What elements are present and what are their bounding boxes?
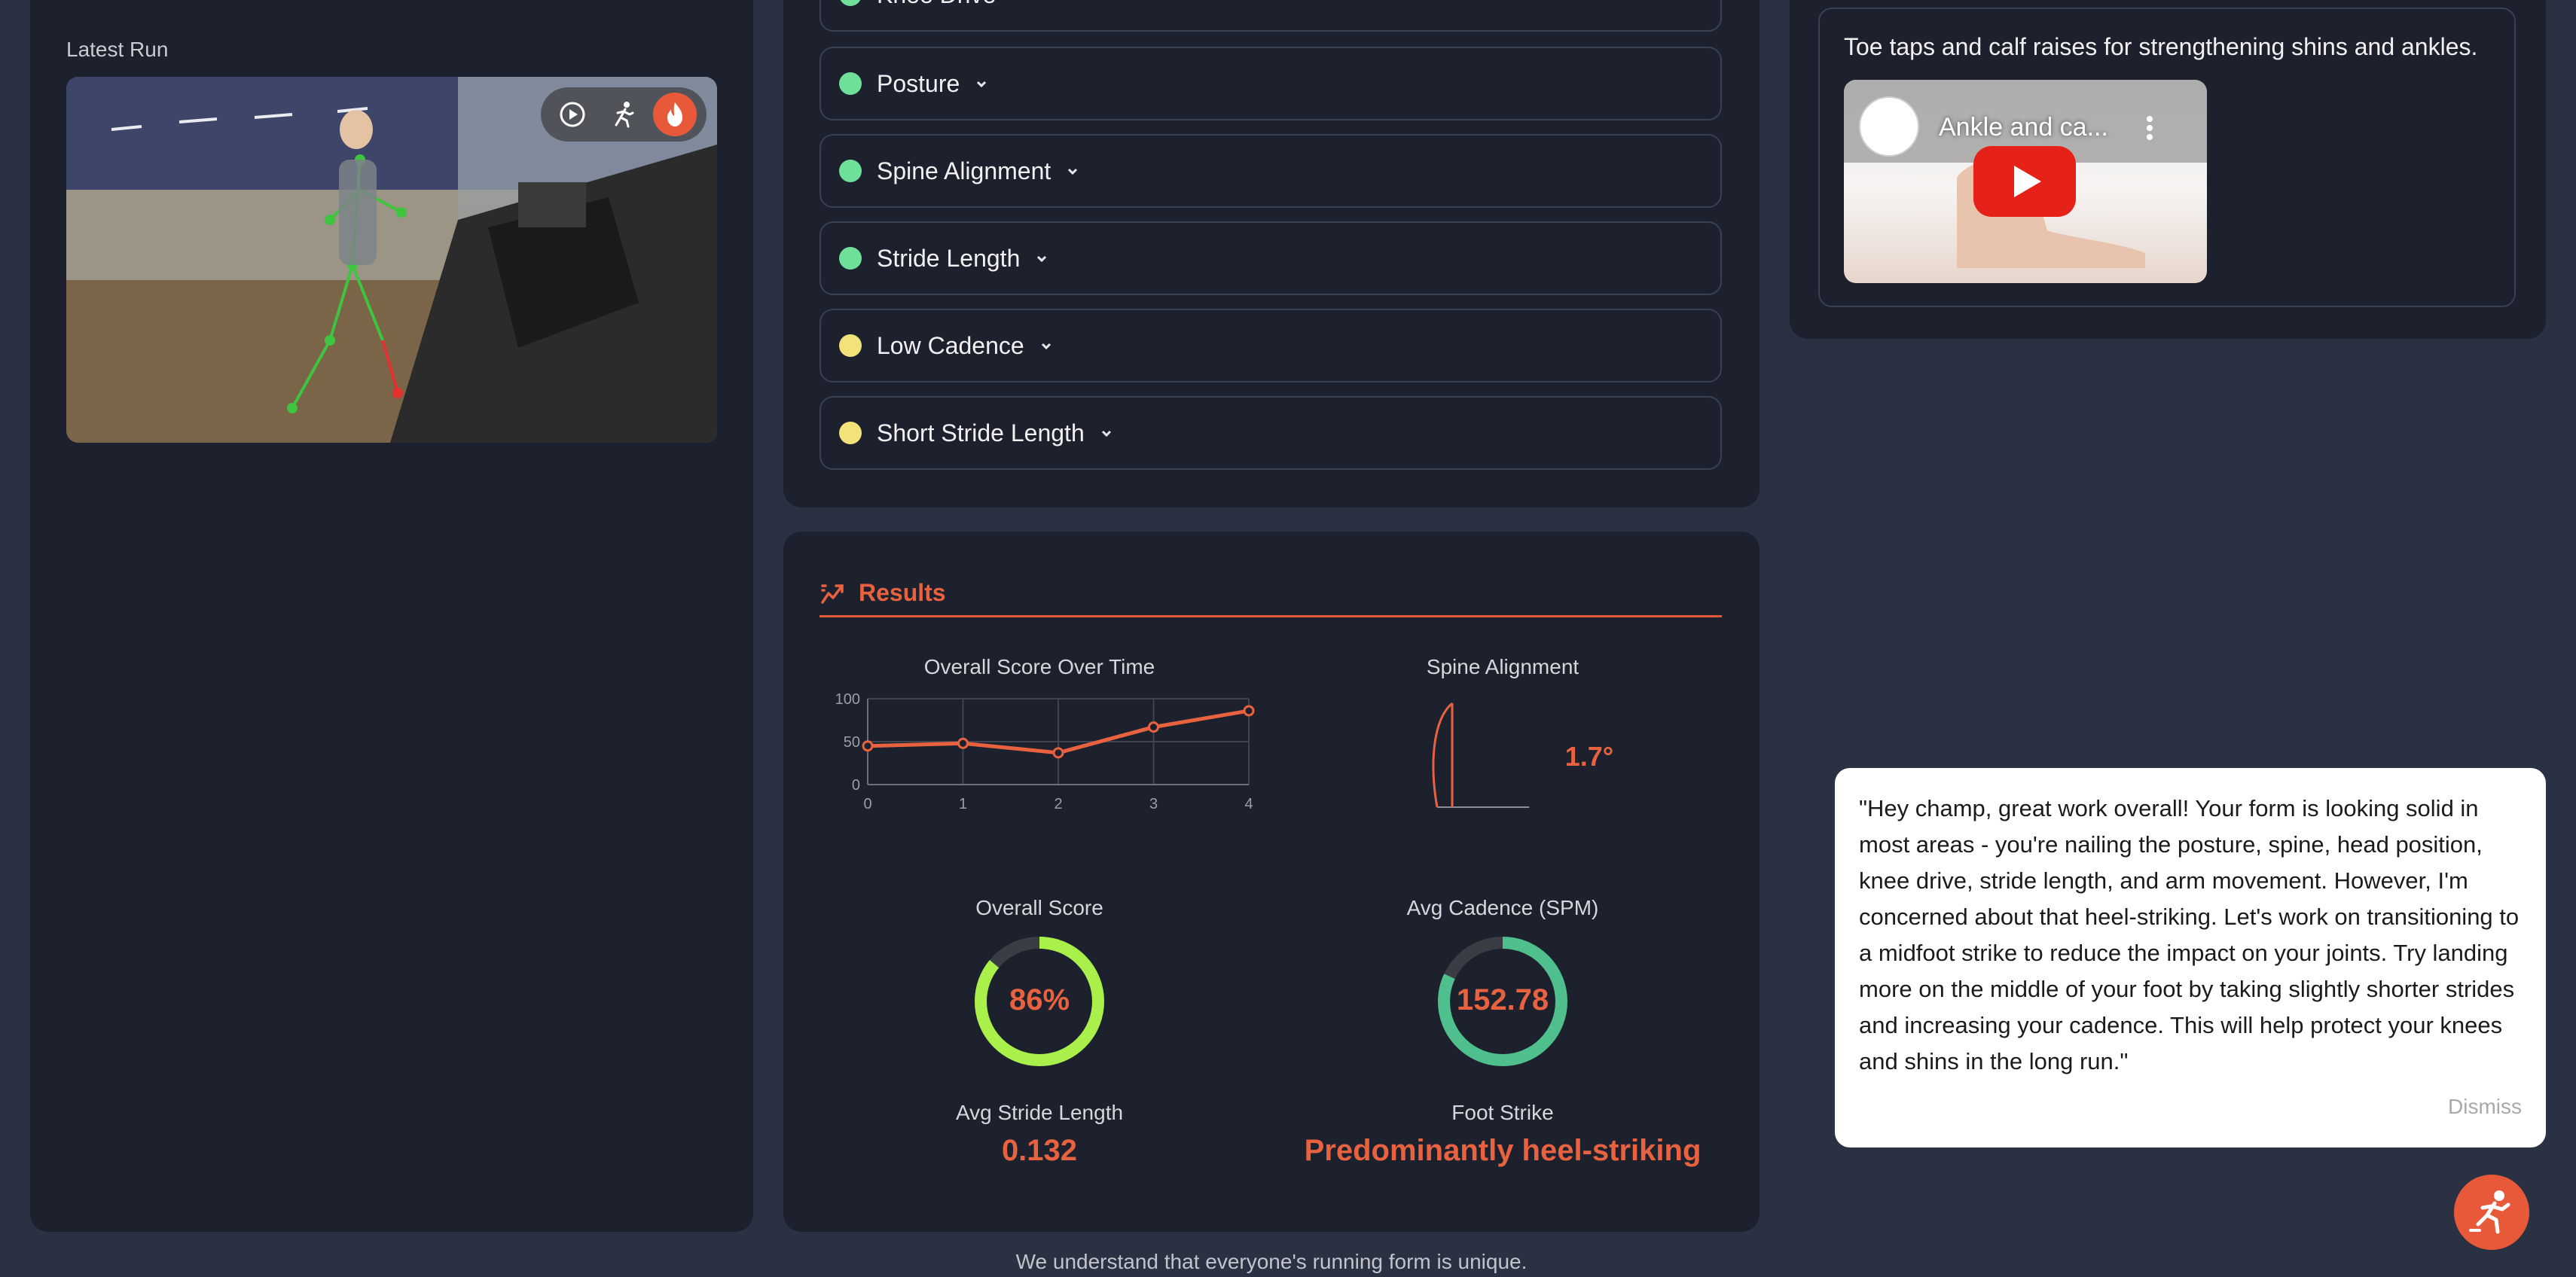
y-tick-label: 50 <box>844 734 860 751</box>
score-over-time-chart: 0 50 100 0 1 2 3 4 <box>835 691 1255 812</box>
x-tick-label: 4 <box>1244 796 1253 812</box>
check-item-low-cadence[interactable]: Low Cadence <box>819 309 1722 382</box>
exercise-card <box>1818 8 2516 307</box>
check-item-knee-drive[interactable]: Knee Drive <box>819 0 1722 32</box>
spine-alignment-graphic <box>1432 702 1529 808</box>
status-dot-warning <box>839 334 862 357</box>
avg-cadence-gauge <box>1438 937 1567 1066</box>
x-tick-label: 2 <box>1054 796 1062 812</box>
status-dot-good <box>839 0 862 6</box>
overall-score-value: 86% <box>1009 983 1070 1016</box>
youtube-play-icon[interactable] <box>1973 146 2076 217</box>
avg-stride-length-title: Avg Stride Length <box>955 1101 1124 1124</box>
more-options-icon[interactable] <box>2145 114 2154 142</box>
dismiss-button[interactable]: Dismiss <box>2448 1095 2522 1118</box>
avg-stride-length-value: 0.132 <box>1001 1134 1078 1167</box>
coach-message-text: "Hey champ, great work overall! Your for… <box>1859 795 2520 1074</box>
heatmap-button[interactable] <box>653 93 697 136</box>
footer-text: We understand that everyone's running fo… <box>1015 1250 1528 1273</box>
results-panel <box>783 532 1760 1232</box>
chevron-down-icon <box>977 81 987 88</box>
y-tick-label: 100 <box>835 691 860 708</box>
play-button[interactable] <box>551 93 594 136</box>
check-label: Posture <box>877 69 960 97</box>
x-tick-label: 1 <box>959 796 967 812</box>
data-point <box>1052 747 1064 759</box>
overall-score-gauge <box>975 937 1104 1066</box>
check-item-posture[interactable]: Posture <box>819 47 1722 120</box>
overall-score-title: Overall Score <box>975 896 1103 919</box>
flame-icon <box>667 102 682 126</box>
status-dot-good <box>839 160 862 182</box>
gauge-fill-arc <box>1438 937 1567 1066</box>
chevron-down-icon <box>1009 0 1026 3</box>
spine-alignment-value: 1.7° <box>1564 741 1614 772</box>
data-point <box>1243 705 1255 717</box>
channel-avatar <box>1859 96 1919 157</box>
runner-icon <box>615 102 634 128</box>
runner-logo-icon <box>2469 1190 2510 1234</box>
play-icon <box>560 102 585 127</box>
status-dot-warning <box>839 422 862 444</box>
status-dot-good <box>839 247 862 270</box>
video-title: Ankle and ca... <box>1939 113 2108 142</box>
check-label: Spine Alignment <box>877 157 1051 184</box>
form-checks-panel <box>783 0 1760 507</box>
foot-strike-value: Predominantly heel-striking <box>1304 1134 1702 1167</box>
data-point <box>957 737 969 749</box>
exercise-tip-text: Toe taps and calf raises for strengtheni… <box>1844 33 2478 60</box>
check-label: Short Stride Length <box>877 419 1085 446</box>
trend-chart-icon <box>821 584 844 604</box>
check-item-stride-length[interactable]: Stride Length <box>819 221 1722 295</box>
spine-alignment-title: Spine Alignment <box>1426 655 1579 678</box>
avg-cadence-title: Avg Cadence (SPM) <box>1406 896 1599 919</box>
latest-run-label: Latest Run <box>66 38 169 61</box>
data-point <box>1148 721 1159 733</box>
chevron-down-icon <box>1068 168 1078 175</box>
video-mode-controls <box>541 87 707 142</box>
foot-strike-title: Foot Strike <box>1451 1101 1554 1124</box>
gauge-fill-arc <box>975 937 1104 1066</box>
check-label: Stride Length <box>877 244 1021 272</box>
score-over-time-title: Overall Score Over Time <box>923 655 1155 678</box>
status-dot-good <box>839 72 862 95</box>
latest-run-video[interactable] <box>66 77 717 443</box>
data-point <box>862 740 874 752</box>
coach-chat-button[interactable] <box>2454 1175 2529 1250</box>
coach-message-popup: "Hey champ, great work overall! Your for… <box>1835 768 2546 1147</box>
y-tick-label: 0 <box>852 777 860 794</box>
avg-cadence-value: 152.78 <box>1456 983 1549 1016</box>
x-tick-label: 0 <box>863 796 871 812</box>
pose-overlay-button[interactable] <box>602 93 646 136</box>
check-label: Knee Drive <box>877 0 996 9</box>
x-tick-label: 3 <box>1149 796 1158 812</box>
results-title: Results <box>859 579 946 606</box>
check-item-short-stride-length[interactable]: Short Stride Length <box>819 396 1722 470</box>
exercise-video-embed[interactable]: Ankle and ca... <box>1844 80 2207 283</box>
check-label: Low Cadence <box>877 331 1024 359</box>
chevron-down-icon <box>1041 343 1051 350</box>
chevron-down-icon <box>1037 255 1047 263</box>
results-header: Results <box>819 571 1722 617</box>
chevron-down-icon <box>1101 430 1111 437</box>
check-item-spine-alignment[interactable]: Spine Alignment <box>819 134 1722 208</box>
